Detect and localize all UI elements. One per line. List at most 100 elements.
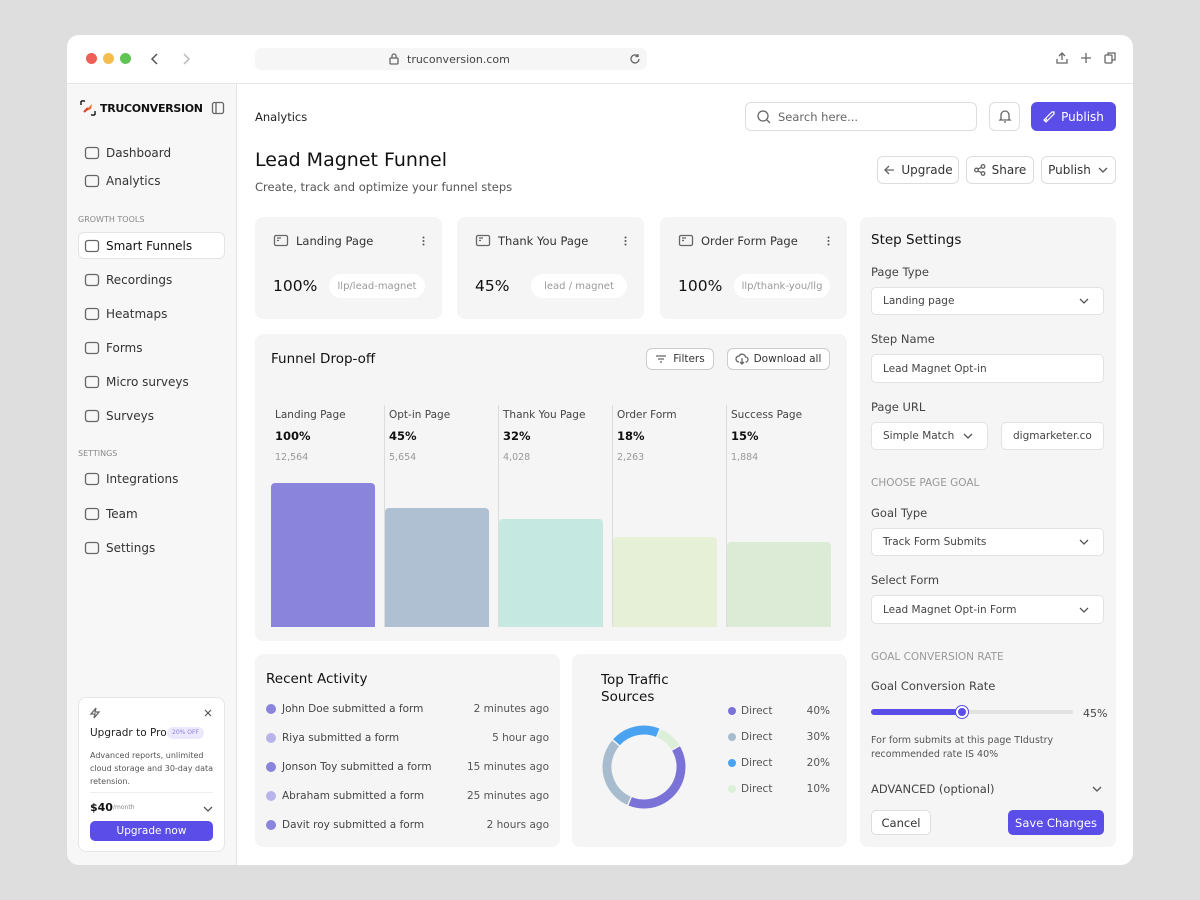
advanced-chevron <box>1092 786 1102 792</box>
nav-icon <box>84 472 100 486</box>
promo-period: /month <box>113 804 135 811</box>
bar <box>271 483 375 627</box>
stage-rate: 15% <box>731 429 759 443</box>
tabs-icon <box>1104 52 1116 64</box>
stage-visitors: 5,654 <box>389 451 417 463</box>
stage-rate: 32% <box>503 429 531 443</box>
nav-icon <box>84 146 100 160</box>
search-placeholder: Search here... <box>778 110 859 124</box>
section-heading: SETTINGS <box>78 448 118 458</box>
publish-button-icon <box>1043 110 1055 123</box>
upgrade-button[interactable]: Upgrade now <box>90 821 213 841</box>
action-button[interactable]: Upgrade <box>877 156 959 184</box>
column-divider <box>498 405 499 627</box>
page-slug-text: lead / magnet <box>544 280 614 292</box>
action-button-label: Share <box>991 163 1027 177</box>
page-slug-text: llp/thank-you/llg <box>741 280 823 292</box>
field-label: Select Form <box>871 573 940 587</box>
bar <box>727 542 831 627</box>
slider-knob[interactable] <box>955 706 968 718</box>
slider-track <box>871 710 1073 714</box>
page-type-select-value: Landing page <box>883 295 955 307</box>
nav-item[interactable]: Surveys <box>106 409 154 423</box>
step-name-input-value: Lead Magnet Opt-in <box>883 362 987 375</box>
action-button[interactable]: Share <box>966 156 1034 184</box>
donut-chart <box>602 725 686 809</box>
nav-item[interactable]: Analytics <box>106 174 161 188</box>
nav-item[interactable]: Dashboard <box>106 146 172 160</box>
zoom-dot[interactable] <box>120 53 131 64</box>
chart-button[interactable]: Download all <box>727 348 830 370</box>
legend-value: 20% <box>806 757 830 769</box>
page-slug: lead / magnet <box>531 274 627 298</box>
nav-item[interactable]: Settings <box>106 541 156 555</box>
panel-title: Step Settings <box>871 232 962 248</box>
field-label: Goal Conversion Rate <box>871 679 996 693</box>
nav-item[interactable]: Smart Funnels <box>106 239 193 253</box>
publish-button[interactable]: Publish <box>1031 102 1116 131</box>
nav-item[interactable]: Recordings <box>106 273 173 287</box>
goal-type-select-value: Track Form Submits <box>883 536 987 548</box>
page-icon <box>273 234 289 247</box>
promo-chevron <box>203 806 213 812</box>
chart-button[interactable]: Filters <box>646 348 714 370</box>
action-button-icon <box>1098 167 1108 173</box>
chart-title: Funnel Drop-off <box>271 351 376 367</box>
legend-value: 30% <box>806 731 830 743</box>
goal-type-select[interactable] <box>871 528 1104 556</box>
new-tab-icon <box>1081 53 1091 63</box>
activity-dot <box>266 704 276 714</box>
stage-visitors: 12,564 <box>275 451 309 463</box>
legend-dot <box>728 707 736 715</box>
stage-label: Landing Page <box>275 409 346 421</box>
cancel-button-label: Cancel <box>881 815 921 830</box>
save-button[interactable]: Save Changes <box>1008 810 1104 835</box>
section-heading: GOAL CONVERSION RATE <box>871 651 1004 663</box>
action-button-label: Publish <box>1048 163 1091 177</box>
slider-fill <box>871 709 962 715</box>
page-subtitle: Create, track and optimize your funnel s… <box>255 180 513 194</box>
notifications-button[interactable] <box>989 102 1020 131</box>
legend-label: Direct <box>741 757 773 769</box>
search-box[interactable] <box>745 102 977 131</box>
form-select[interactable] <box>871 595 1104 624</box>
chart-button-icon <box>656 355 667 363</box>
action-button-label: Upgrade <box>901 163 953 177</box>
slider-value: 45% <box>1083 706 1108 720</box>
activity-dot <box>266 762 276 772</box>
activity-dot <box>266 733 276 743</box>
chart-button-label: Filters <box>673 353 705 365</box>
page-slug: llp/thank-you/llg <box>734 274 830 298</box>
domain-input[interactable] <box>1001 422 1104 450</box>
advanced-toggle[interactable]: ADVANCED (optional) <box>871 782 995 796</box>
action-button[interactable]: Publish <box>1041 156 1116 184</box>
stage-visitors: 2,263 <box>617 451 645 463</box>
step-name-input[interactable] <box>871 354 1104 383</box>
forward-arrow <box>183 53 191 65</box>
close-dot[interactable] <box>86 53 97 64</box>
legend-dot <box>728 733 736 741</box>
save-button-label: Save Changes <box>1015 815 1097 830</box>
page-type-select[interactable] <box>871 287 1104 315</box>
bell-icon <box>998 110 1012 123</box>
dropdown-chevron <box>1079 539 1089 545</box>
form-select-value: Lead Magnet Opt-in Form <box>883 603 1017 616</box>
activity-text: Jonson Toy submitted a form <box>282 761 432 773</box>
page-slug: llp/lead-magnet <box>329 274 425 298</box>
nav-item[interactable]: Forms <box>106 341 143 355</box>
promo-divider <box>90 792 213 793</box>
nav-item[interactable]: Heatmaps <box>106 307 168 321</box>
nav-item[interactable]: Micro surveys <box>106 375 189 389</box>
nav-active <box>78 232 225 259</box>
nav-item[interactable]: Integrations <box>106 472 179 486</box>
column-divider <box>384 405 385 627</box>
activity-title: Recent Activity <box>266 671 368 687</box>
url-match-select[interactable] <box>871 422 988 450</box>
nav-icon <box>84 541 100 555</box>
legend-dot <box>728 785 736 793</box>
cancel-button[interactable]: Cancel <box>871 810 931 835</box>
field-label: Page URL <box>871 400 926 414</box>
minimize-dot[interactable] <box>103 53 114 64</box>
nav-icon <box>84 273 100 287</box>
nav-item[interactable]: Team <box>106 506 138 521</box>
